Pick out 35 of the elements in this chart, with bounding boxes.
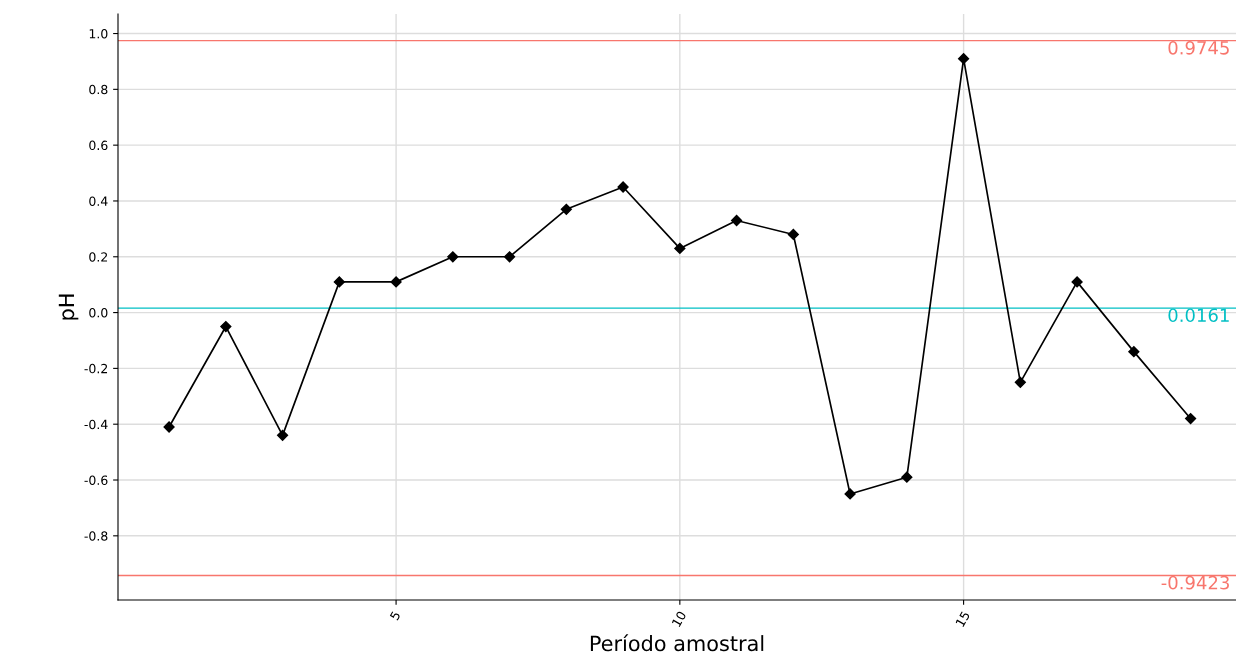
- point: [1071, 276, 1083, 288]
- point: [220, 320, 232, 333]
- y-tick-label: -0.4: [84, 419, 108, 430]
- y-tick-label: 0.2: [89, 252, 108, 262]
- y-tick-label: 0.6: [89, 140, 108, 151]
- point: [1014, 376, 1026, 388]
- x-tick-label: 5: [389, 610, 401, 621]
- point: [1128, 346, 1140, 358]
- y-tick-label: -0.8: [84, 531, 108, 541]
- point: [844, 488, 856, 500]
- y-tick-label: 0.8: [89, 84, 108, 95]
- point: [390, 276, 402, 288]
- y-tick-label: 0.0: [89, 308, 108, 318]
- ref-line-label: 0.0161: [1168, 308, 1229, 323]
- x-axis-title: Período amostral: [590, 634, 764, 652]
- point: [730, 214, 743, 227]
- y-tick-label: -0.2: [84, 363, 108, 374]
- x-tick-label: 10: [671, 610, 687, 628]
- point: [560, 203, 572, 215]
- point: [674, 242, 686, 255]
- y-tick-label: 1.0: [89, 29, 108, 39]
- point: [276, 429, 289, 441]
- ref-line-label: -0.9423: [1161, 575, 1229, 590]
- y-tick-label: 0.4: [89, 196, 108, 206]
- y-tick-label: -0.6: [84, 475, 108, 485]
- point: [333, 276, 345, 288]
- x-tick-label: 15: [955, 610, 971, 628]
- point: [447, 251, 459, 263]
- point: [1184, 413, 1197, 425]
- y-axis-title: pH: [58, 294, 79, 320]
- point: [787, 228, 799, 241]
- point: [503, 251, 516, 263]
- point: [901, 471, 913, 483]
- ref-line-label: 0.9745: [1168, 40, 1229, 55]
- point: [957, 53, 970, 65]
